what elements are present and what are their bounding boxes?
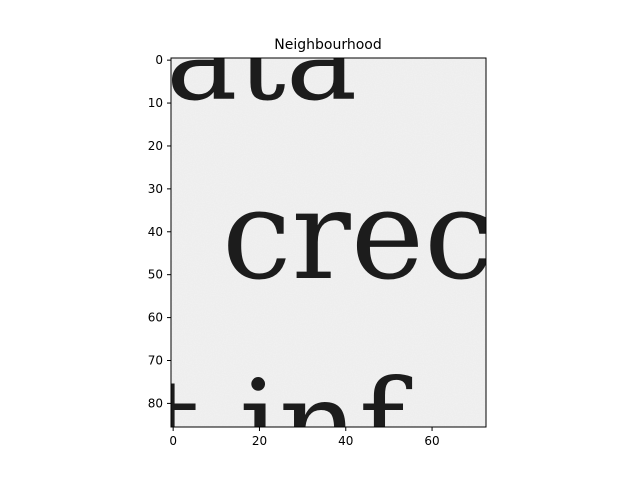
- x-tick-label: 40: [338, 434, 353, 448]
- y-tick-label: 80: [148, 396, 163, 410]
- image-area: ata crec t inf: [150, 0, 494, 480]
- y-tick-label: 50: [148, 268, 163, 282]
- y-axis: 0 10 20 30 40 50 60 70 80: [148, 53, 171, 410]
- y-tick-label: 40: [148, 225, 163, 239]
- y-tick-label: 0: [155, 53, 163, 67]
- x-tick-label: 20: [252, 434, 267, 448]
- text-fragment-inf: t inf: [150, 354, 413, 480]
- plot-frame: [170, 57, 487, 428]
- y-tick-label: 70: [148, 353, 163, 367]
- text-fragment-ata: ata: [166, 0, 357, 128]
- x-tick-label: 0: [169, 434, 177, 448]
- text-fragment-crec: crec: [222, 164, 494, 308]
- y-tick-label: 10: [148, 96, 163, 110]
- x-axis: 0 20 40 60: [169, 427, 440, 448]
- x-tick-label: 60: [424, 434, 439, 448]
- y-tick-label: 30: [148, 182, 163, 196]
- y-tick-label: 60: [148, 311, 163, 325]
- chart-title: Neighbourhood: [274, 37, 381, 53]
- y-tick-label: 20: [148, 139, 163, 153]
- paper-texture: [171, 58, 486, 427]
